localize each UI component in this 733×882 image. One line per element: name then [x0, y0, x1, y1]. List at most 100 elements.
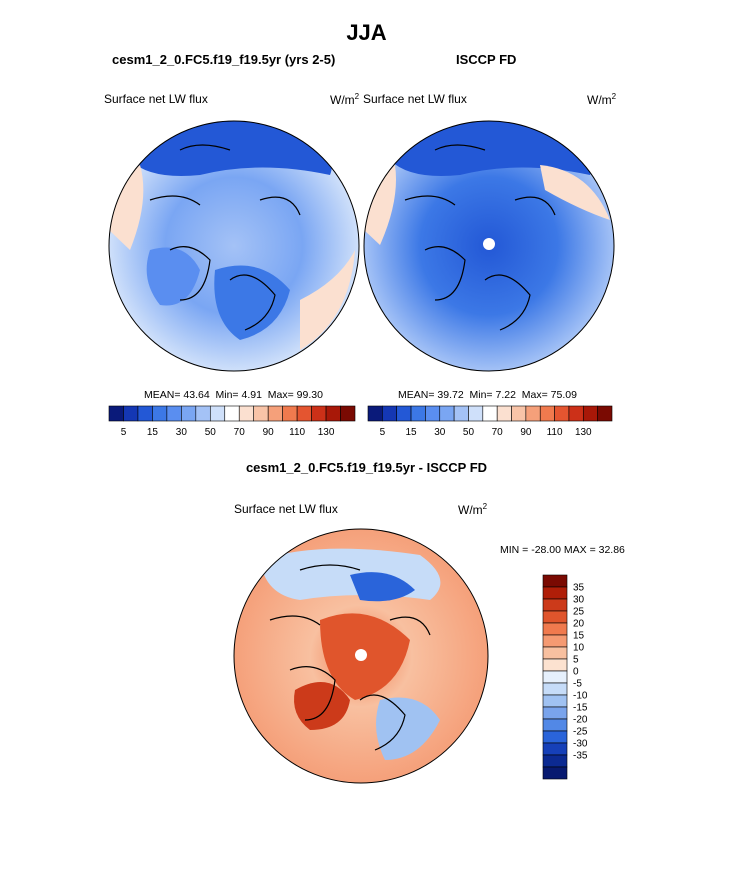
map-3-cool-north	[260, 548, 441, 600]
colorbar-diff-swatch	[542, 610, 568, 624]
colorbar-diff-tick-label: 15	[573, 631, 585, 642]
figure-title: JJA	[346, 20, 387, 45]
colorbar-1-tick-label: 50	[205, 427, 217, 438]
map-2-arctic-low-region	[390, 121, 592, 176]
panel-2-max-value: 75.09	[550, 389, 577, 401]
colorbar-2-swatch	[597, 405, 613, 422]
colorbar-diff-swatch	[542, 622, 568, 636]
colorbar-1-tick-label: 70	[234, 427, 246, 438]
colorbar-diff-swatch	[542, 634, 568, 648]
colorbar-panel-2: 5 15 30 50 70 90 110 130	[367, 405, 613, 438]
panel-1-variable-label: Surface net LW flux	[104, 92, 208, 106]
colorbar-2-swatch	[410, 405, 426, 422]
colorbar-1-swatch	[108, 405, 124, 422]
colorbar-1-swatch	[123, 405, 139, 422]
colorbar-2-swatch	[511, 405, 527, 422]
panel-2-case-title: ISCCP FD	[456, 52, 517, 67]
colorbar-2-tick-label: 5	[380, 427, 386, 438]
colorbar-diff-swatch	[542, 754, 568, 768]
panel-2-variable-label: Surface net LW flux	[363, 92, 467, 106]
colorbar-diff-swatch	[542, 706, 568, 720]
colorbar-1-swatch	[152, 405, 168, 422]
map-1-greenland-region	[146, 247, 200, 306]
colorbar-1-swatch	[267, 405, 283, 422]
colorbar-diff-swatch	[542, 766, 568, 780]
map-3-cool-se	[376, 697, 440, 760]
colorbar-2-tick-label: 130	[575, 427, 592, 438]
colorbar-1-swatch	[238, 405, 255, 422]
colorbar-2-swatch	[554, 405, 570, 422]
colorbar-diff-tick-label: 10	[573, 643, 585, 654]
colorbar-diff-swatch	[542, 646, 568, 660]
map-2-pole-hole	[483, 238, 495, 250]
colorbar-panel-1: 5 15 30 50 70 90 110 130	[108, 405, 356, 438]
colorbar-1-tick-label: 90	[263, 427, 275, 438]
colorbar-2-swatch	[468, 405, 484, 422]
map-1-frame	[108, 120, 360, 372]
panel-2-units: W/m2	[587, 92, 616, 107]
colorbar-1-tick-label: 110	[289, 427, 305, 438]
colorbar-1-swatch	[311, 405, 327, 422]
colorbar-diff-tick-label: 35	[573, 583, 585, 594]
panel-1-units-exp: 2	[354, 92, 360, 101]
colorbar-diff-tick-label: -5	[573, 679, 582, 690]
panel-2-units-base: W/m	[587, 93, 612, 107]
colorbar-2-swatch	[382, 405, 398, 422]
map-3-greenland-warm	[294, 682, 350, 730]
map-2-coastline	[404, 144, 556, 331]
panel-2-mean-value: 39.72	[437, 389, 464, 401]
colorbar-2-tick-label: 15	[405, 427, 417, 438]
colorbar-2-swatch	[396, 405, 412, 422]
panel-1-max-label: Max=	[267, 389, 294, 401]
map-1-warm-edge-w	[109, 165, 144, 250]
diff-panel-title: cesm1_2_0.FC5.f19_f19.5yr - ISCCP FD	[245, 460, 488, 475]
panel-2-mean-label: MEAN=	[398, 389, 435, 401]
colorbar-diff-tick-label: -30	[573, 739, 588, 750]
panel-1-case-title: cesm1_2_0.FC5.f19_f19.5yr (yrs 2-5)	[112, 52, 336, 67]
colorbar-1-tick-label: 30	[176, 427, 188, 438]
colorbar-1-swatch	[224, 405, 240, 422]
colorbar-diff-tick-label: 30	[573, 595, 585, 606]
colorbar-1-swatch	[137, 405, 153, 422]
colorbar-diff-swatch	[542, 574, 568, 588]
colorbar-2-swatch	[496, 405, 512, 422]
panel-1-units-base: W/m	[330, 93, 355, 107]
map-3-pole-hole	[355, 649, 367, 661]
diff-panel-minmax: MIN = -28.00 MAX = 32.86	[500, 544, 625, 556]
panel-1-stats: MEAN= 43.64 Min= 4.91 Max= 99.30	[144, 389, 323, 401]
colorbar-diff-swatch	[542, 694, 568, 708]
colorbar-diff-swatch	[542, 586, 568, 600]
colorbar-diff-tick-label: 25	[573, 607, 585, 618]
panel-2-stats: MEAN= 39.72 Min= 7.22 Max= 75.09	[398, 389, 577, 401]
panel-2-units-exp: 2	[611, 92, 617, 101]
colorbar-2-swatch	[568, 405, 584, 422]
map-2-pacific-warm	[540, 165, 610, 220]
colorbar-2-tick-label: 90	[520, 427, 532, 438]
colorbar-1-swatch	[253, 405, 269, 422]
colorbar-2-swatch	[453, 405, 469, 422]
map-panel-1	[109, 121, 359, 371]
colorbar-1-swatch	[181, 405, 197, 422]
map-3-coastline	[269, 564, 431, 751]
colorbar-2-tick-label: 70	[492, 427, 504, 438]
colorbar-1-swatch	[282, 405, 298, 422]
panel-1-mean-label: MEAN=	[144, 389, 181, 401]
colorbar-2-swatch	[367, 405, 383, 422]
colorbar-diff-swatch	[542, 718, 568, 732]
map-3-frame	[233, 528, 489, 784]
map-1-scandinavia-low	[214, 265, 290, 340]
colorbar-diff-tick-label: -20	[573, 715, 588, 726]
map-2-frame	[363, 120, 615, 372]
colorbar-diff-swatch	[542, 682, 568, 696]
colorbar-diff-swatch	[542, 670, 568, 684]
colorbar-2-swatch	[539, 405, 555, 422]
panel-1-mean-value: 43.64	[183, 389, 210, 401]
colorbar-2-swatch	[439, 405, 455, 422]
colorbar-2-swatch	[425, 405, 441, 422]
map-1-base-field	[109, 121, 359, 371]
colorbar-1-tick-label: 15	[147, 427, 159, 438]
colorbar-2-tick-label: 110	[547, 427, 563, 438]
colorbar-2-swatch	[525, 405, 541, 422]
